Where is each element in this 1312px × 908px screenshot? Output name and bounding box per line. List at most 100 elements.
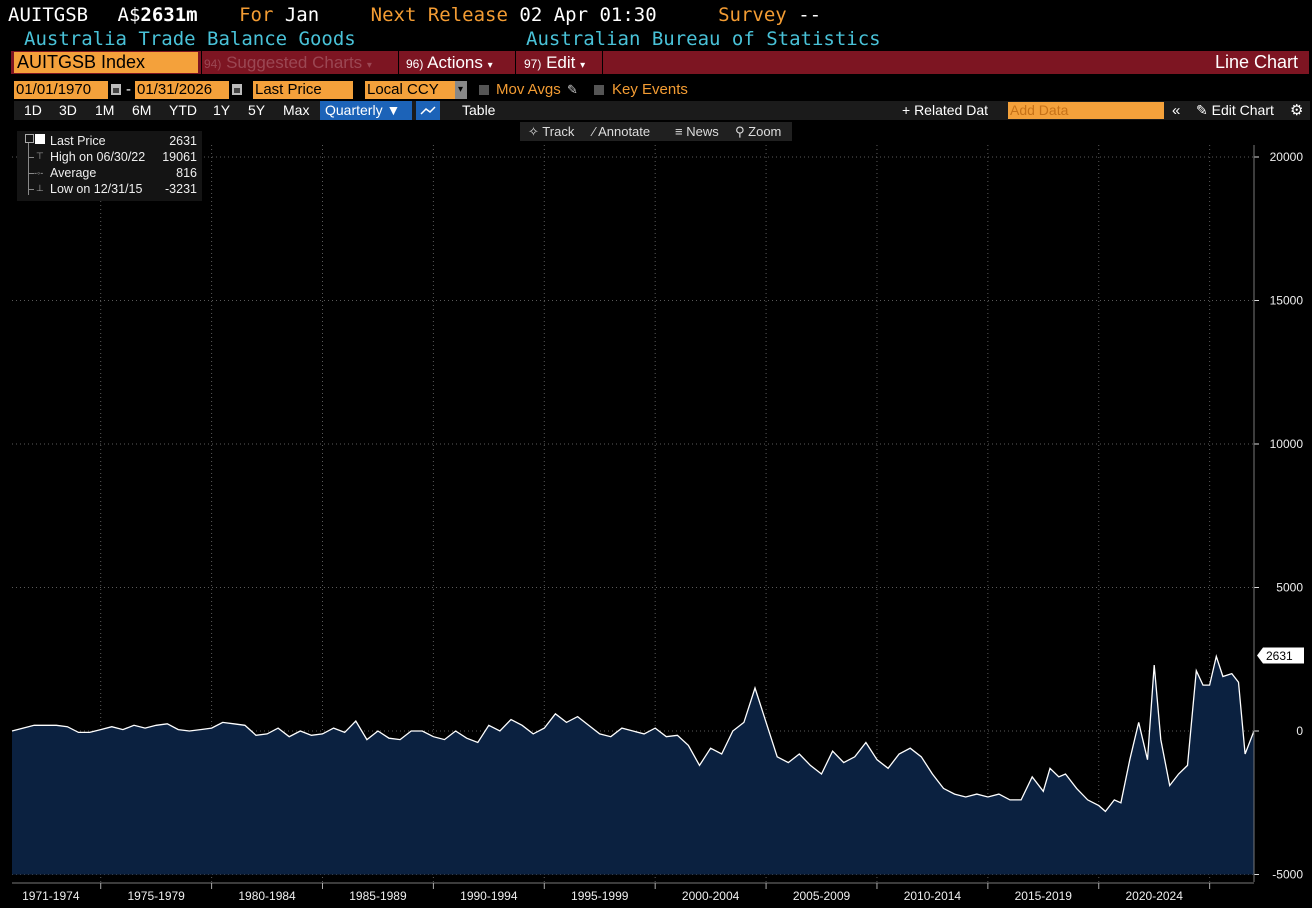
x-tick-label: 2015-2019 (1015, 889, 1073, 903)
series-line (11, 653, 1255, 813)
legend-last-label: Last Price (50, 134, 106, 148)
next-release-label: Next Release (370, 4, 508, 26)
legend-low-label: Low on 12/31/15 (50, 182, 143, 196)
legend-high-value: 19061 (162, 150, 197, 164)
legend-average-value: 816 (176, 166, 197, 180)
calendar-icon[interactable] (232, 84, 242, 95)
legend-high-label: High on 06/30/22 (50, 150, 146, 164)
source: Australian Bureau of Statistics (526, 28, 881, 50)
chart-type-label: Line Chart (1214, 52, 1298, 72)
mov-avgs-label: Mov Avgs (496, 81, 561, 98)
date-range-row: 01/01/1970 - 01/31/2026 Last Price Local… (14, 80, 714, 100)
collapse-icon[interactable]: « (1172, 102, 1181, 119)
chart-toolbar: ✧ Track ∕ Annotate ≡ News ⚲ Zoom (520, 122, 792, 141)
y-tick-label: -5000 (1272, 868, 1303, 882)
chevron-down-icon: ▾ (580, 60, 586, 71)
security-input[interactable]: AUITGSB Index (14, 52, 198, 73)
key-events-label: Key Events (612, 81, 688, 98)
x-axis-band (0, 882, 1312, 908)
description: Australia Trade Balance Goods (24, 28, 356, 50)
ticker: AUITGSB (8, 4, 89, 26)
calendar-icon[interactable] (111, 84, 121, 95)
field-select[interactable]: Last Price (253, 81, 353, 99)
actions-button[interactable]: 96) Actions ▾ (406, 53, 493, 72)
gear-icon[interactable]: ⚙ (1290, 102, 1304, 119)
frequency-select[interactable]: Quarterly ▼ (320, 101, 412, 120)
related-data-button[interactable]: + Related Dat (902, 102, 988, 118)
track-tool[interactable]: ✧ Track (528, 124, 575, 139)
y-tick-label: 5000 (1276, 581, 1303, 595)
magnifier-icon: ⚲ (735, 124, 745, 139)
crosshair-icon: ✧ (528, 124, 539, 139)
chevron-down-icon: ▾ (487, 60, 493, 71)
command-bar: AUITGSB Index 94) Suggested Charts ▾ 96)… (11, 51, 1309, 74)
add-data-input[interactable]: Add Data (1008, 102, 1164, 119)
chart-legend: ⊤ -◦- ⊥ Last Price 2631 High on 06/30/22… (17, 131, 202, 201)
period-1y[interactable]: 1Y (213, 102, 231, 118)
x-tick-label: 2000-2004 (682, 889, 740, 903)
series-area (12, 656, 1254, 875)
last-value-tag (1257, 647, 1304, 664)
y-tick-label: 0 (1296, 724, 1303, 738)
y-tick-label: 10000 (1270, 437, 1304, 451)
edit-chart-button[interactable]: ✎ Edit Chart (1196, 102, 1274, 118)
period-max[interactable]: Max (283, 102, 310, 118)
legend-average-label: Average (50, 166, 97, 180)
currency-prefix: A$ (117, 4, 141, 26)
x-tick-label: 1985-1989 (349, 889, 407, 903)
legend-last-value: 2631 (169, 134, 197, 148)
pencil-icon: ✎ (1196, 102, 1208, 118)
for-label: For (239, 4, 274, 26)
end-date-input[interactable]: 01/31/2026 (135, 81, 229, 99)
period-5y[interactable]: 5Y (248, 102, 266, 118)
x-tick-label: 1995-1999 (571, 889, 629, 903)
period-1m[interactable]: 1M (95, 102, 115, 118)
period-3d[interactable]: 3D (59, 102, 77, 118)
pencil-icon: ∕ (593, 124, 596, 139)
line-chart-icon[interactable] (416, 101, 440, 120)
zoom-tool[interactable]: ⚲ Zoom (735, 124, 782, 139)
mov-avgs-checkbox[interactable] (479, 85, 489, 95)
last-value-label: 2631 (1266, 649, 1293, 663)
for-value: Jan (284, 4, 320, 26)
next-release-value: 02 Apr 01:30 (519, 4, 657, 26)
x-tick-label: 1990-1994 (460, 889, 518, 903)
y-tick-label: 15000 (1270, 294, 1304, 308)
chevron-down-icon: ▼ (386, 102, 401, 118)
x-tick-label: 2010-2014 (904, 889, 962, 903)
legend-toggle-icon[interactable] (25, 134, 34, 143)
x-tick-label: 1975-1979 (127, 889, 185, 903)
period-toolbar: 1D 3D 1M 6M YTD 1Y 5Y Max Quarterly ▼ Ta… (14, 101, 1310, 120)
start-date-input[interactable]: 01/01/1970 (14, 81, 108, 99)
survey-value: -- (798, 4, 822, 26)
x-tick-label: 1980-1984 (238, 889, 296, 903)
x-tick-label: 1971-1974 (22, 889, 80, 903)
pencil-icon[interactable]: ✎ (567, 82, 578, 97)
survey-label: Survey (718, 4, 787, 26)
period-1d[interactable]: 1D (24, 102, 42, 118)
legend-low-value: -3231 (165, 182, 197, 196)
period-6m[interactable]: 6M (132, 102, 152, 118)
date-dash: - (126, 81, 131, 98)
key-events-checkbox[interactable] (594, 85, 604, 95)
suggested-charts-button[interactable]: 94) Suggested Charts ▾ (204, 53, 372, 72)
news-tool[interactable]: ≡ News (675, 124, 719, 139)
x-tick-label: 2005-2009 (793, 889, 851, 903)
chevron-down-icon: ▾ (366, 60, 372, 71)
high-marker-icon: ⊤ (36, 151, 44, 161)
news-icon: ≡ (675, 124, 683, 139)
chevron-down-icon[interactable]: ▾ (455, 81, 467, 99)
edit-button[interactable]: 97) Edit ▾ (524, 53, 586, 72)
last-value: 2631m (140, 4, 198, 26)
y-tick-label: 20000 (1270, 150, 1304, 164)
low-marker-icon: ⊥ (36, 183, 44, 193)
legend-swatch (35, 134, 45, 144)
header-line-1: AUITGSB A$2631m For Jan Next Release 02 … (8, 4, 821, 26)
annotate-tool[interactable]: ∕ Annotate (593, 124, 651, 139)
table-button[interactable]: Table (462, 102, 496, 118)
x-tick-label: 2020-2024 (1126, 889, 1184, 903)
currency-select[interactable]: Local CCY (365, 81, 455, 99)
period-ytd[interactable]: YTD (169, 102, 197, 118)
average-marker-icon: -◦- (34, 168, 44, 178)
